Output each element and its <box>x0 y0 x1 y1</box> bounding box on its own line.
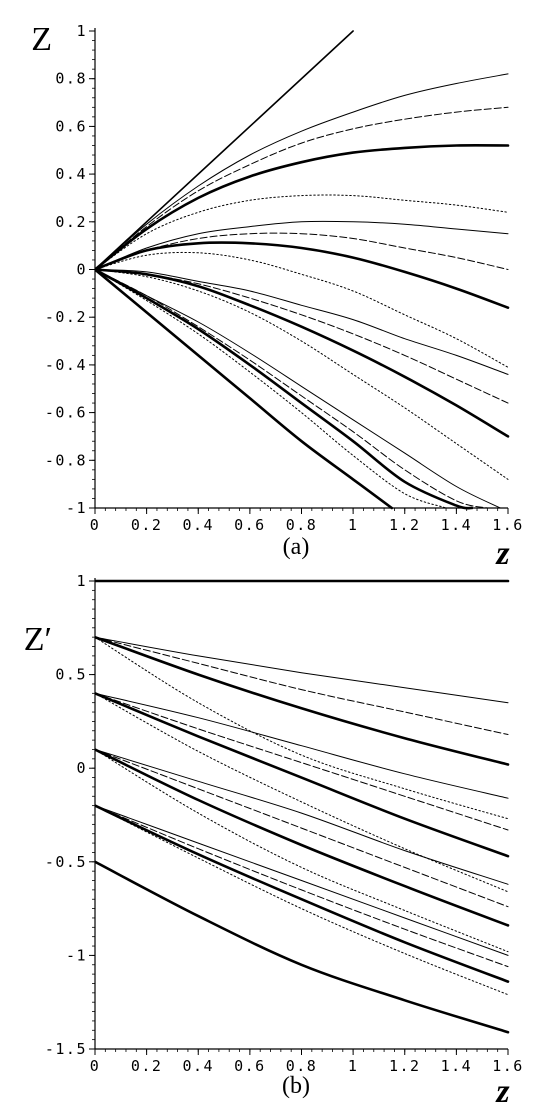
panel-b-xlabel: z <box>495 1073 510 1107</box>
panel-b-y-tick-label: 0.5 <box>55 666 87 684</box>
panel-b-y-tick-label: -1.5 <box>45 1040 87 1058</box>
panel-b-x-tick-label: 0.2 <box>131 1057 163 1075</box>
panel-b-label: (b) <box>282 1073 310 1099</box>
panel-b-y-tick-label: -1 <box>66 946 87 964</box>
panel-a-x-tick-label: 1.4 <box>441 516 473 534</box>
panel-a-series-13-line <box>95 269 509 480</box>
panel-b-x-tick-label: 0 <box>90 1057 101 1075</box>
panel-a-series-18-line <box>95 268 394 510</box>
panel-b-x-tick-label: 0.6 <box>234 1057 266 1075</box>
panel-a-y-tick-label: -0.2 <box>45 308 87 326</box>
panel-a-y-tick-label: -1 <box>66 499 87 517</box>
panel-a-x-tick-label: 0 <box>90 516 101 534</box>
panel-b-y-tick-label: -0.5 <box>45 853 87 871</box>
panel-a-series-3-line <box>95 106 509 270</box>
panel-b-ylabel: Z′ <box>24 621 52 658</box>
panel-b-series-9-line <box>95 692 509 893</box>
panel-a-x-tick-label: 0.2 <box>131 516 163 534</box>
panel-a-series-1-line <box>95 30 354 271</box>
panel-a-series-17-line <box>95 269 447 509</box>
panel-a-series-6-line <box>95 220 509 270</box>
panel-a-xlabel: z <box>495 535 510 572</box>
panel-b-series-14-line <box>95 805 509 956</box>
panel-b-series-16-line <box>95 804 510 983</box>
panel-a-y-tick-label: 0.2 <box>55 213 87 231</box>
panel-a-series-9-line <box>95 251 509 368</box>
panel-a-series-14-line <box>95 269 501 509</box>
panel-a-series-15-line <box>95 269 488 509</box>
panel-b-series-12-line <box>95 748 510 927</box>
panel-a-y-tick-label: 0.6 <box>55 117 87 135</box>
panel-b-series-18-line <box>95 860 510 1034</box>
panel-b-series-3-line <box>95 636 509 735</box>
panel-a-ylabel: Z <box>31 21 52 58</box>
panel-b-series-5-line <box>95 636 509 820</box>
panel-a-series-2-line <box>95 73 509 270</box>
panel-b-x-tick-label: 0.8 <box>286 1057 318 1075</box>
panel-b-series-10-line <box>95 749 509 885</box>
panel-b-x-tick-label: 0.4 <box>182 1057 214 1075</box>
panel-b-series-2-line <box>95 636 509 704</box>
panel-a-y-tick-label: 1 <box>76 22 87 40</box>
panel-b-series-17-line <box>95 805 509 996</box>
panel-b-series-6-line <box>95 692 509 799</box>
plot-b-area: 0 0.2 0.4 0.6 0.8 1 1.2 1.4 1.6 -1.5 -1 -0.5 0 0.5 1 <box>45 572 524 1075</box>
panel-a-y-tick-label: 0.8 <box>55 70 87 88</box>
panel-b-x-tick-label: 1 <box>348 1057 359 1075</box>
panel-b-curves <box>95 579 510 1034</box>
panel-b-y-tick-label: 0 <box>76 759 87 777</box>
panel-b-series-15-line <box>95 805 509 968</box>
panel-a: 0 0.2 0.4 0.6 0.8 1 1.2 1.4 1.6 -1 -0.8 -0.6 -0.4 -0.… <box>31 21 524 572</box>
panel-a-label: (a) <box>283 534 310 560</box>
panel-a-series-16-line <box>95 268 474 510</box>
panel-a-series-11-line <box>95 269 509 404</box>
panel-a-series-8-line <box>95 241 510 309</box>
panel-b-series-13-line <box>95 749 509 953</box>
panel-a-curves <box>95 30 510 510</box>
panel-b-x-tick-label: 1.6 <box>492 1057 524 1075</box>
panel-a-x-tick-label: 1.2 <box>389 516 421 534</box>
panel-b-series-8-line <box>95 692 510 858</box>
plot-a-area: 0 0.2 0.4 0.6 0.8 1 1.2 1.4 1.6 -1 -0.8 -0.6 -0.4 -0.… <box>45 22 524 534</box>
panel-a-y-tick-label: -0.4 <box>45 356 87 374</box>
panel-a-x-tick-label: 1 <box>348 516 359 534</box>
panel-a-series-10-line <box>95 269 509 375</box>
panel-b-series-11-line <box>95 749 509 908</box>
panel-a-y-tick-label: -0.6 <box>45 404 87 422</box>
panel-b: 0 0.2 0.4 0.6 0.8 1 1.2 1.4 1.6 -1.5 -1 -0.5 0 0.5 1 Z… <box>24 572 524 1107</box>
panel-a-y-tick-label: -0.8 <box>45 451 87 469</box>
panel-a-x-tick-label: 0.6 <box>234 516 266 534</box>
panel-a-y-tick-label: 0.4 <box>55 165 87 183</box>
panel-b-y-tick-label: 1 <box>76 572 87 590</box>
panel-b-x-tick-label: 1.4 <box>441 1057 473 1075</box>
panel-a-series-7-line <box>95 232 509 270</box>
panel-b-x-tick-label: 1.2 <box>389 1057 421 1075</box>
panel-a-y-tick-label: 0 <box>76 261 87 279</box>
panel-a-series-4-line <box>95 144 510 271</box>
panel-a-x-tick-label: 0.8 <box>286 516 318 534</box>
panel-b-series-4-line <box>95 635 510 766</box>
panel-a-series-12-line <box>95 268 510 438</box>
panel-a-series-5-line <box>95 194 509 270</box>
panel-a-x-tick-label: 0.4 <box>182 516 214 534</box>
panel-b-series-7-line <box>95 692 509 831</box>
panel-a-x-tick-label: 1.6 <box>492 516 524 534</box>
